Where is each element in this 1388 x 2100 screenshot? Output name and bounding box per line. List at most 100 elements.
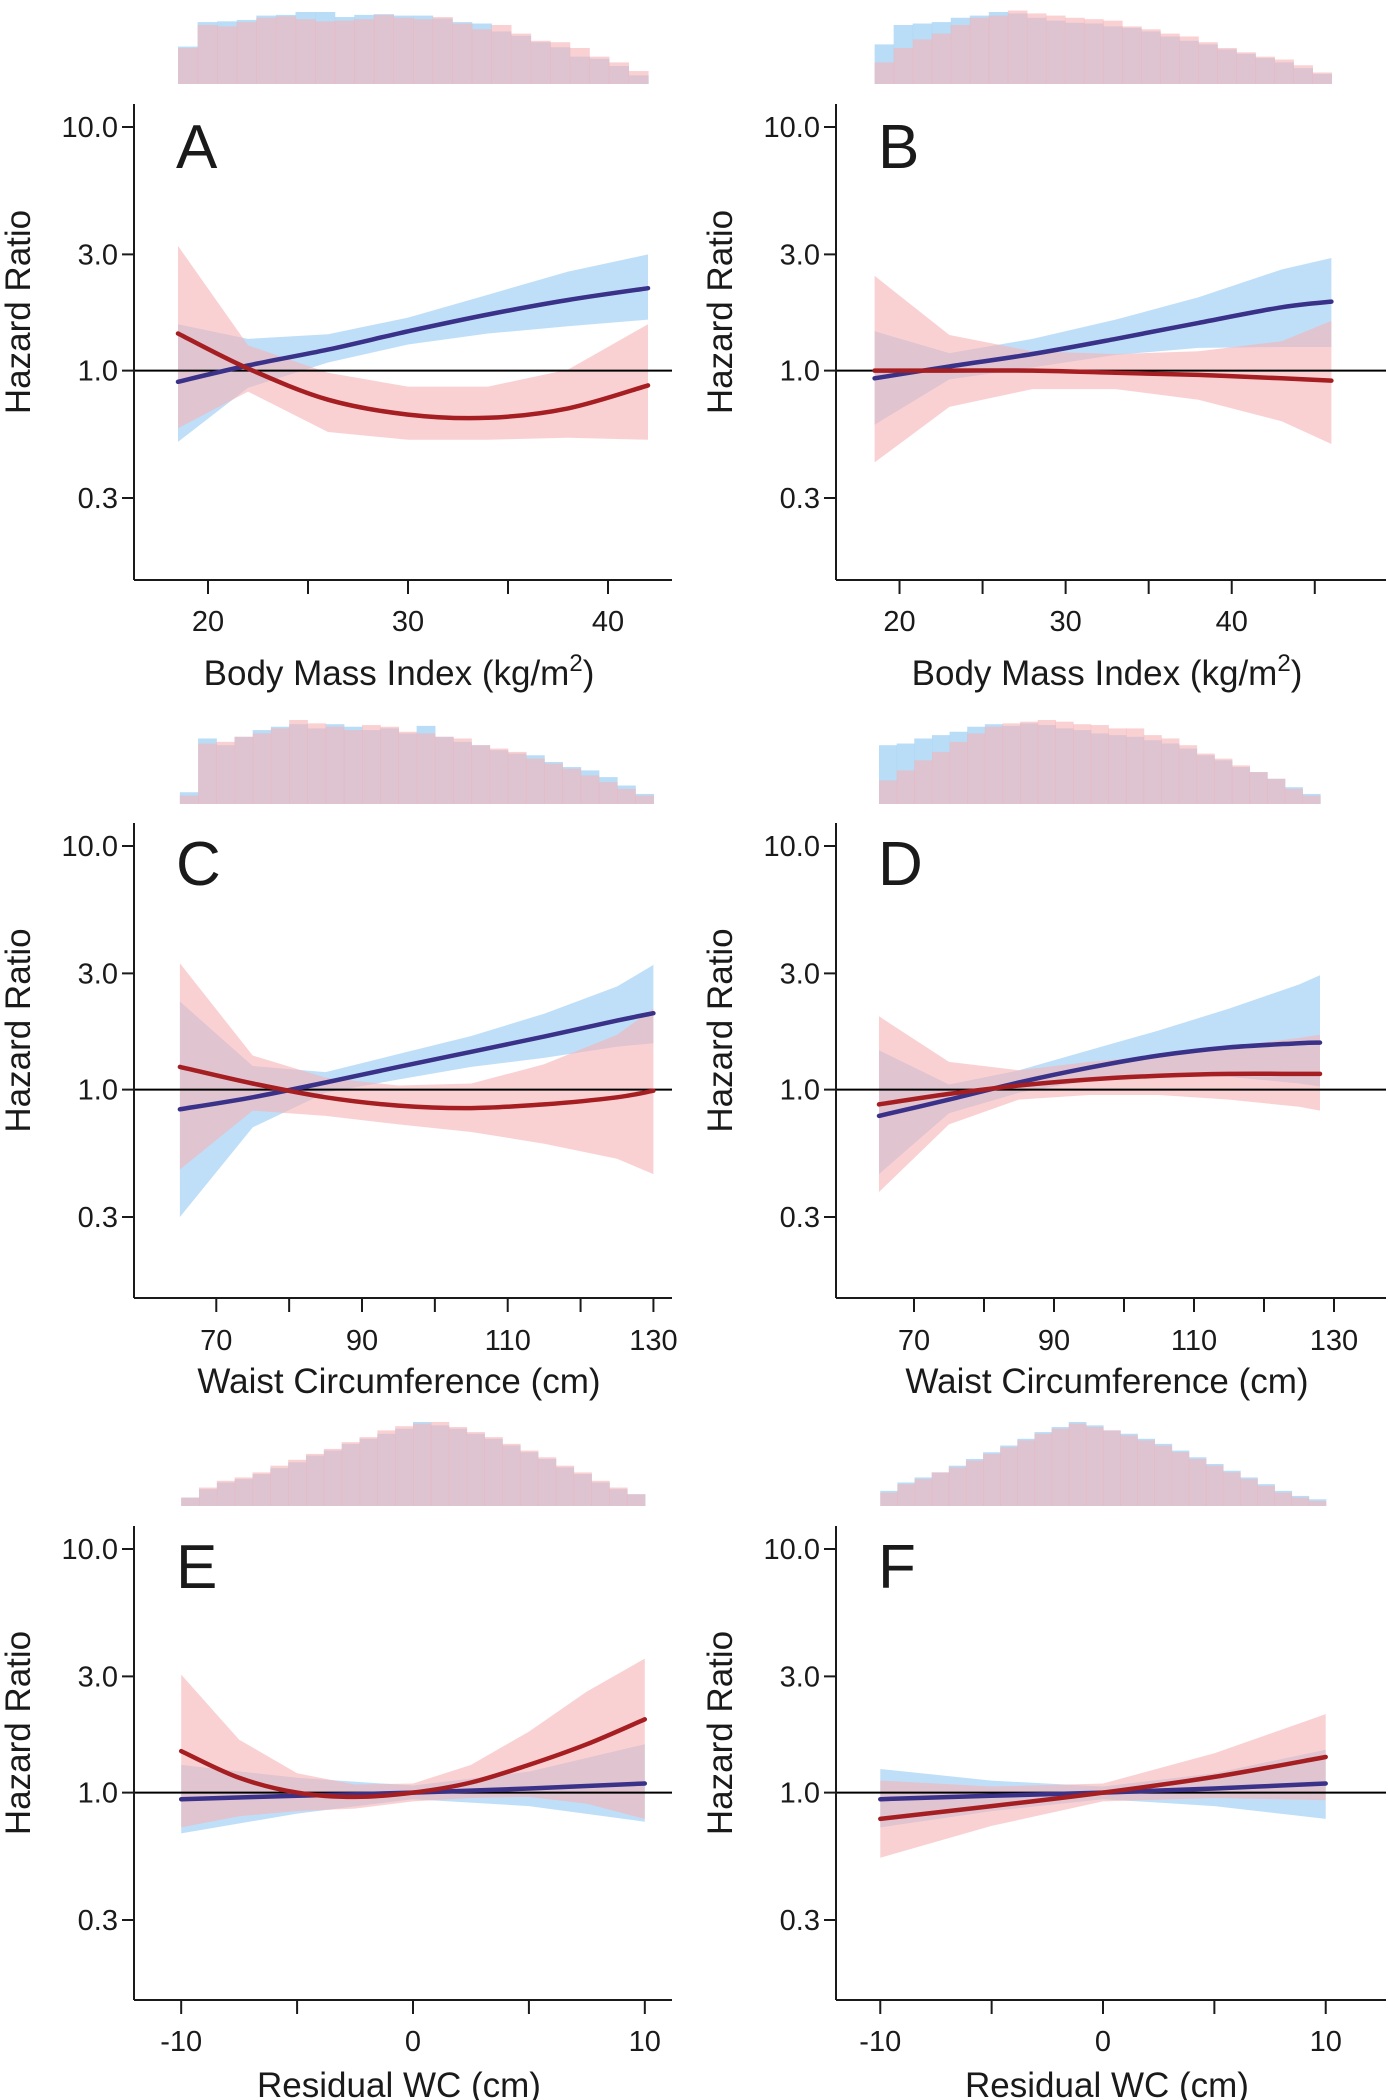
histogram-bar-red [1255,56,1275,84]
y-tick-label: 0.3 [780,483,820,515]
histogram-bar-red [325,726,345,804]
histogram-bar-red [988,15,1009,85]
x-axis-title-tail: ) [1291,654,1303,693]
x-tick-label: -10 [859,2026,901,2058]
series-line-blue [876,1040,1323,1119]
plot-area [836,258,1386,463]
histogram [879,720,1321,804]
y-tick-label: 0.3 [780,1202,820,1234]
series-line-red [872,368,1334,383]
plot-area [134,963,672,1217]
histogram-bar-red [1249,772,1268,804]
x-axis-title-superscript: 2 [569,650,582,677]
y-axis-title: Hazard Ratio [701,928,740,1132]
y-tick-label: 3.0 [780,1661,820,1693]
x-axis-title: Body Mass Index (kg/m2) [912,650,1303,693]
histogram-bar-red [1103,1430,1121,1506]
panel-b: 0.3 1.0 3.0 10.0 20 30 40 Hazard Ratio Body Mass… [701,10,1386,693]
histogram-bar-red [341,1442,361,1506]
histogram-bar-red [270,1465,289,1506]
histogram-bar-red [1257,1485,1275,1506]
histogram-bar-red [1051,1428,1070,1506]
x-tick-label: 110 [485,1325,531,1357]
histogram-bar-red [896,770,915,804]
histogram-bar-red [216,1480,236,1506]
histogram-bar-red [1205,1465,1224,1506]
histogram-bar-red [1293,65,1313,84]
histogram-bar-red [617,788,636,804]
histogram-bar-red [256,17,277,84]
histogram-bar-red [525,758,545,804]
y-tick-label: 0.3 [78,483,118,515]
histogram-bar-red [598,782,618,804]
panel-d: 0.3 1.0 3.0 10.0 70 90 110 130 Hazard Ratio Waist… [701,720,1386,1401]
histogram-bar-red [1178,745,1198,804]
histogram-bar-red [1274,1492,1293,1506]
histogram-bar-red [530,40,551,84]
histogram-bar-red [1055,721,1074,804]
x-tick-label: 130 [629,1325,677,1357]
series-line-blue [177,1010,656,1112]
histogram-bar-red [1179,36,1199,84]
x-tick-label: 90 [346,1325,378,1357]
histogram-bar-red [1020,721,1039,804]
histogram-bar-red [562,768,582,804]
histogram-bar-red [1267,778,1286,804]
histogram-bar-red [234,1477,254,1506]
histogram-bar-red [1002,723,1021,804]
y-tick-label: 10.0 [764,831,820,863]
histogram-bar-red [1196,753,1215,804]
histogram-bar-red [1026,13,1047,84]
histogram-bar-red [1214,758,1233,804]
x-tick-label: 70 [898,1325,930,1357]
y-tick-label: 3.0 [78,958,118,990]
histogram-bar-red [580,775,600,804]
x-tick-label: 40 [592,606,624,638]
histogram-bar-red [931,1472,950,1506]
histogram-bar-red [1037,720,1056,804]
histogram-bar-red [288,1459,307,1506]
histogram-bar-red [1188,1458,1207,1506]
histogram-bar-red [912,39,933,84]
histogram [181,1422,646,1506]
histogram-bar-red [413,1423,432,1506]
histogram-bar-red [502,1443,521,1506]
histogram-bar-red [343,730,363,804]
x-tick-label: 10 [629,2026,661,2058]
histogram-bar-red [434,736,454,804]
histogram-bar-red [1125,728,1145,804]
histogram [880,1422,1327,1506]
histogram-bar-red [914,760,933,804]
histogram-bar-red [1291,1497,1310,1506]
x-axis-title: Waist Circumference (cm) [197,1362,600,1401]
histogram-bar-red [569,48,590,84]
series-line-blue [175,285,651,385]
histogram-bar-red [893,48,914,84]
histogram-bar-red [880,1492,898,1506]
confidence-band-red [879,1016,1320,1192]
histogram-bar-red [626,1494,646,1506]
histogram-bar-red [448,1427,468,1506]
panel-letter: B [878,113,919,182]
y-tick-label: 1.0 [780,1075,820,1107]
histogram-bar-red [380,726,400,804]
y-tick-label: 10.0 [62,831,118,863]
histogram-bar-red [1083,19,1104,85]
plot-area [134,245,672,442]
histogram-bar-red [519,1450,539,1506]
histogram-bar-red [466,1432,485,1506]
histogram-bar-red [179,795,199,804]
histogram-bar-red [589,56,610,84]
plot-area [836,1714,1386,1858]
histogram-bar-red [1085,1427,1104,1506]
histogram-bar-red [1231,765,1251,804]
histogram-bar-red [1045,15,1066,85]
histogram-bar-red [270,728,290,804]
histogram-bar-red [1090,725,1109,804]
histogram-bar-red [1103,20,1123,84]
histogram-bar-red [1217,48,1237,84]
histogram-bar-red [413,19,434,85]
y-axis-title: Hazard Ratio [0,1631,38,1835]
histogram-bar-red [965,1460,984,1506]
x-axis-title: Residual WC (cm) [257,2066,541,2100]
